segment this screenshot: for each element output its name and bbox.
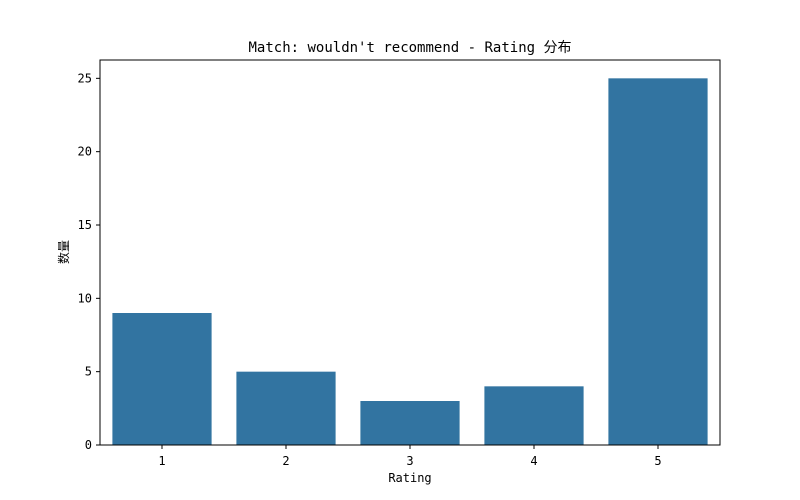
bar-rating-5	[608, 78, 708, 445]
y-tick-label: 25	[78, 71, 92, 85]
x-tick-label: 2	[282, 454, 289, 468]
y-tick-label: 15	[78, 218, 92, 232]
bars-group	[112, 78, 708, 445]
chart-title: Match: wouldn't recommend - Rating 分布	[248, 40, 571, 56]
bar-rating-2	[236, 371, 336, 445]
x-tick-label: 3	[406, 454, 413, 468]
bar-rating-3	[360, 401, 460, 445]
bar-rating-1	[112, 313, 212, 445]
bar-rating-4	[484, 386, 584, 445]
x-tick-label: 4	[530, 454, 537, 468]
x-tick-label: 1	[158, 454, 165, 468]
y-tick-label: 20	[78, 145, 92, 159]
x-axis: 1 2 3 4 5	[158, 445, 662, 468]
y-tick-label: 5	[85, 365, 92, 379]
y-tick-label: 0	[85, 438, 92, 452]
y-axis: 0 5 10 15 20 25	[78, 71, 100, 452]
y-tick-label: 10	[78, 291, 92, 305]
x-tick-label: 5	[654, 454, 661, 468]
x-axis-title: Rating	[388, 471, 431, 485]
y-axis-title: 数量	[56, 240, 71, 264]
